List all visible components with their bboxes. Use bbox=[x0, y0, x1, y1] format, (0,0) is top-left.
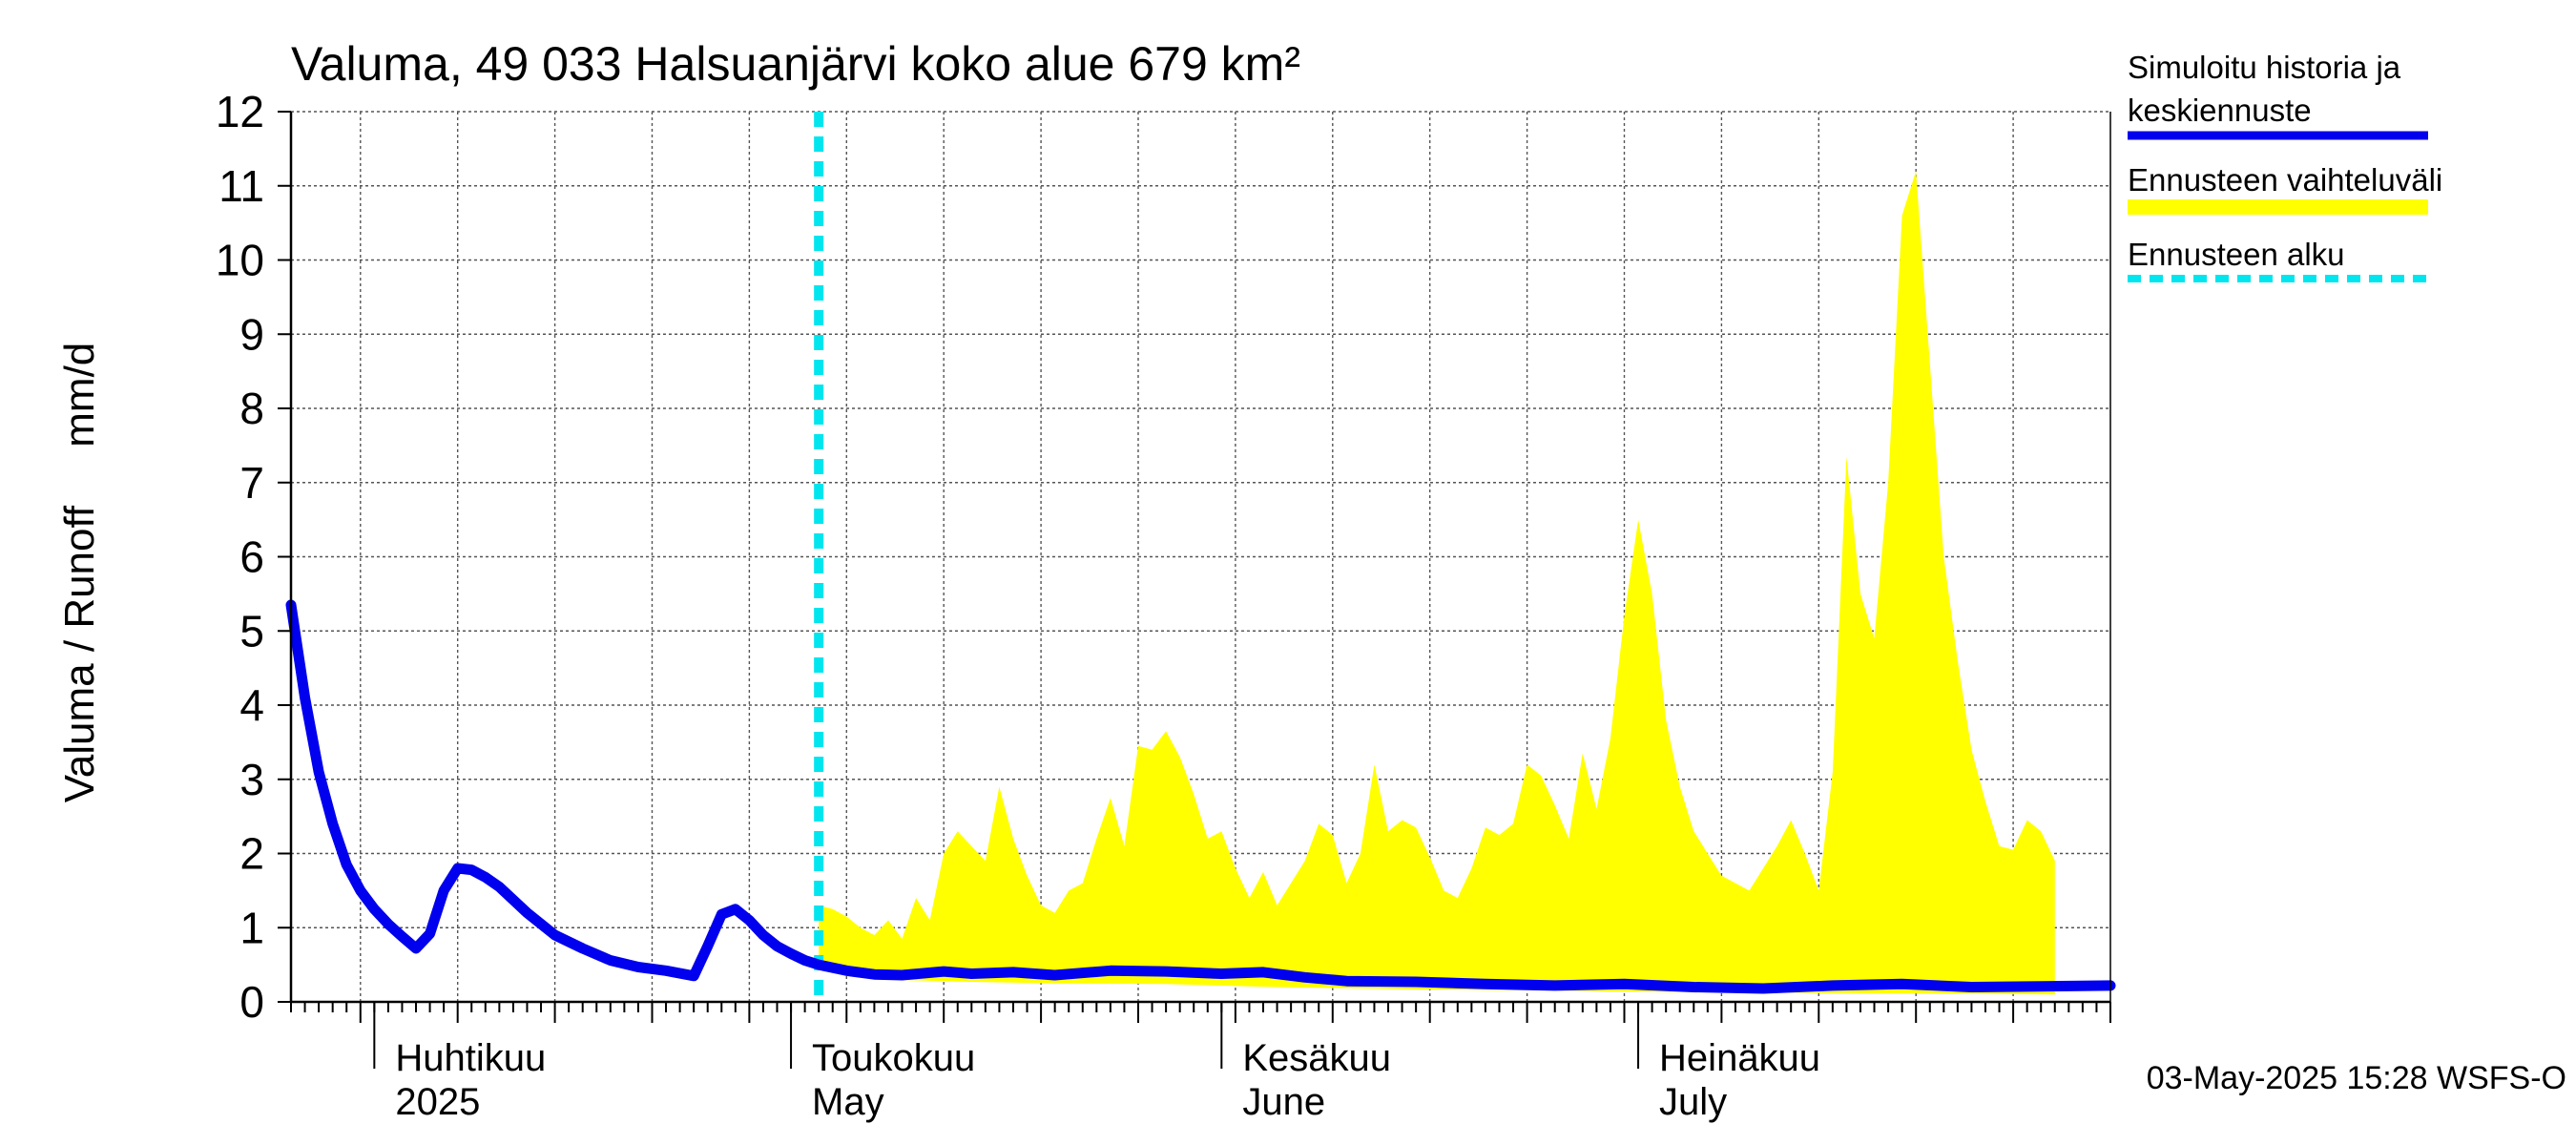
legend: Simuloitu historia ja keskiennuste Ennuste… bbox=[2128, 50, 2442, 282]
mean-series-line bbox=[285, 599, 2116, 994]
y-tick-label: 8 bbox=[239, 384, 264, 433]
y-tick-label: 12 bbox=[216, 87, 264, 136]
y-tick-label: 10 bbox=[216, 236, 264, 285]
y-axis-label: Valuma / Runoff mm/d bbox=[56, 343, 103, 803]
chart-title: Valuma, 49 033 Halsuanjärvi koko alue 67… bbox=[291, 37, 1300, 91]
month-label-fi: Kesäkuu bbox=[1242, 1037, 1391, 1079]
month-label-fi: Heinäkuu bbox=[1659, 1037, 1820, 1079]
y-tick-label: 9 bbox=[239, 309, 264, 359]
y-tick-label: 0 bbox=[239, 977, 264, 1027]
tick-marks bbox=[278, 111, 2111, 1069]
y-tick-label: 2 bbox=[239, 829, 264, 879]
timestamp-footer: 03-May-2025 15:28 WSFS-O bbox=[2147, 1060, 2566, 1096]
y-tick-label: 5 bbox=[239, 606, 264, 656]
forecast-range-area bbox=[819, 171, 2055, 995]
legend-label: Simuloitu historia ja bbox=[2128, 50, 2401, 85]
y-tick-label: 11 bbox=[218, 161, 264, 211]
forecast-range-layer bbox=[819, 171, 2055, 995]
y-tick-label: 4 bbox=[239, 680, 264, 730]
mean-series-layer bbox=[285, 599, 2116, 994]
legend-label: Ennusteen vaihteluväli bbox=[2128, 162, 2442, 198]
month-label-en: May bbox=[812, 1081, 884, 1123]
y-tick-label: 7 bbox=[239, 458, 264, 508]
legend-label-line2: keskiennuste bbox=[2128, 93, 2312, 128]
month-label-fi: Toukokuu bbox=[812, 1037, 975, 1079]
legend-label: Ennusteen alku bbox=[2128, 237, 2345, 272]
y-tick-label: 6 bbox=[239, 532, 264, 582]
month-label-en: July bbox=[1659, 1081, 1727, 1123]
month-label-fi: Huhtikuu bbox=[395, 1037, 546, 1079]
y-tick-label: 3 bbox=[239, 755, 264, 804]
month-label-en: June bbox=[1242, 1081, 1325, 1123]
y-tick-label: 1 bbox=[239, 903, 264, 952]
month-label-en: 2025 bbox=[395, 1081, 480, 1123]
